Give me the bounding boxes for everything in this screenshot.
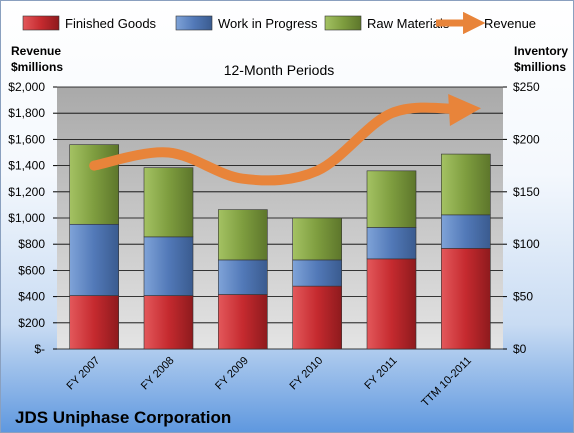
bar-segment: [143, 236, 194, 296]
left-axis-title-line1: Revenue: [11, 44, 61, 58]
bar-segment: [69, 223, 119, 296]
legend-swatch: [175, 15, 213, 31]
right-tick-label: $50: [513, 290, 533, 304]
bars: [69, 144, 491, 350]
bar-segment: [69, 295, 119, 350]
bar-segment: [366, 170, 417, 228]
left-tick-label: $1,000: [8, 211, 45, 225]
right-tick-label: $200: [513, 132, 540, 146]
left-tick-label: $1,600: [8, 132, 45, 146]
x-axis: FY 2007 FY 2008 FY 2009 FY 2010 FY 2011 TTM 1…: [65, 355, 474, 410]
left-tick-label: $1,200: [8, 185, 45, 199]
bar-segment: [292, 217, 342, 261]
bar-segment: [292, 259, 342, 287]
left-axis: $- $200 $400 $600 $800 $1,000 $1,200 $1,400 $1,6…: [8, 80, 57, 356]
x-tick-label: TTM 10-2011: [419, 355, 474, 410]
left-tick-label: $2,000: [8, 80, 45, 94]
x-tick-label: FY 2011: [362, 355, 399, 392]
legend-label: Raw Materials: [367, 16, 450, 31]
legend-label: Finished Goods: [65, 16, 157, 31]
legend-swatch: [324, 15, 362, 31]
right-tick-label: $100: [513, 237, 540, 251]
left-tick-label: $200: [18, 316, 45, 330]
bar-segment: [218, 294, 268, 350]
left-tick-label: $400: [18, 290, 45, 304]
right-tick-label: $250: [513, 80, 540, 94]
right-axis-title-line2: $millions: [514, 60, 566, 74]
left-tick-label: $800: [18, 237, 45, 251]
bar-segment: [143, 295, 194, 350]
bar-segment: [441, 153, 491, 216]
revenue-line: [89, 93, 482, 186]
right-tick-label: $0: [513, 342, 527, 356]
left-tick-label: $1,800: [8, 106, 45, 120]
right-axis-title-line1: Inventory: [514, 44, 568, 58]
legend-swatch: [22, 15, 60, 31]
left-axis-title-line2: $millions: [11, 60, 63, 74]
bar-segment: [441, 248, 491, 350]
right-axis: $0 $50 $100 $150 $200 $250: [503, 80, 540, 356]
legend: Finished Goods Work in Progress Raw Materi…: [22, 11, 536, 35]
bar-segment: [366, 258, 417, 350]
bar-segment: [292, 285, 342, 350]
bar-segment: [218, 259, 268, 295]
revenue-line-path: [89, 93, 482, 186]
gridlines: [57, 86, 503, 350]
left-tick-label: $600: [18, 263, 45, 277]
x-tick-label: FY 2010: [288, 355, 326, 393]
x-tick-label: FY 2009: [213, 355, 251, 393]
x-tick-label: FY 2007: [65, 355, 103, 393]
right-tick-label: $150: [513, 185, 540, 199]
bar-segment: [218, 209, 268, 261]
left-tick-label: $-: [34, 342, 45, 356]
legend-label: Revenue: [484, 16, 536, 31]
chart-title: 12-Month Periods: [224, 62, 335, 78]
legend-label: Work in Progress: [218, 16, 318, 31]
bar-segment: [366, 227, 417, 260]
x-tick-label: FY 2008: [139, 355, 177, 393]
left-tick-label: $1,400: [8, 159, 45, 173]
bar-segment: [143, 167, 194, 238]
bar-segment: [441, 214, 491, 249]
company-name: JDS Uniphase Corporation: [15, 408, 231, 427]
